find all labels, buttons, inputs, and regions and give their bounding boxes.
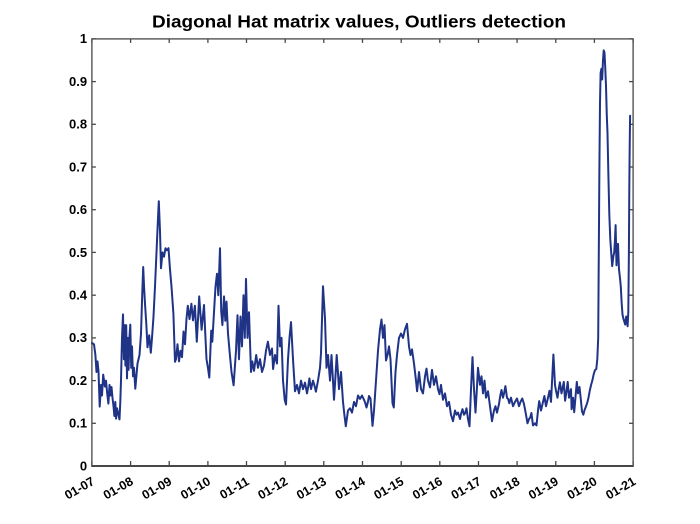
svg-text:Diagonal Hat matrix values, Ou: Diagonal Hat matrix values, Outliers det… — [152, 12, 566, 32]
svg-text:1: 1 — [80, 31, 87, 46]
svg-text:0.2: 0.2 — [69, 373, 87, 388]
svg-text:0.1: 0.1 — [69, 416, 87, 431]
svg-text:0.7: 0.7 — [69, 159, 87, 174]
svg-text:0: 0 — [80, 458, 87, 473]
svg-text:0.4: 0.4 — [69, 288, 88, 303]
svg-text:0.9: 0.9 — [69, 74, 87, 89]
svg-text:0.8: 0.8 — [69, 117, 87, 132]
svg-text:0.5: 0.5 — [69, 245, 87, 260]
svg-text:0.6: 0.6 — [69, 202, 87, 217]
svg-text:0.3: 0.3 — [69, 330, 87, 345]
